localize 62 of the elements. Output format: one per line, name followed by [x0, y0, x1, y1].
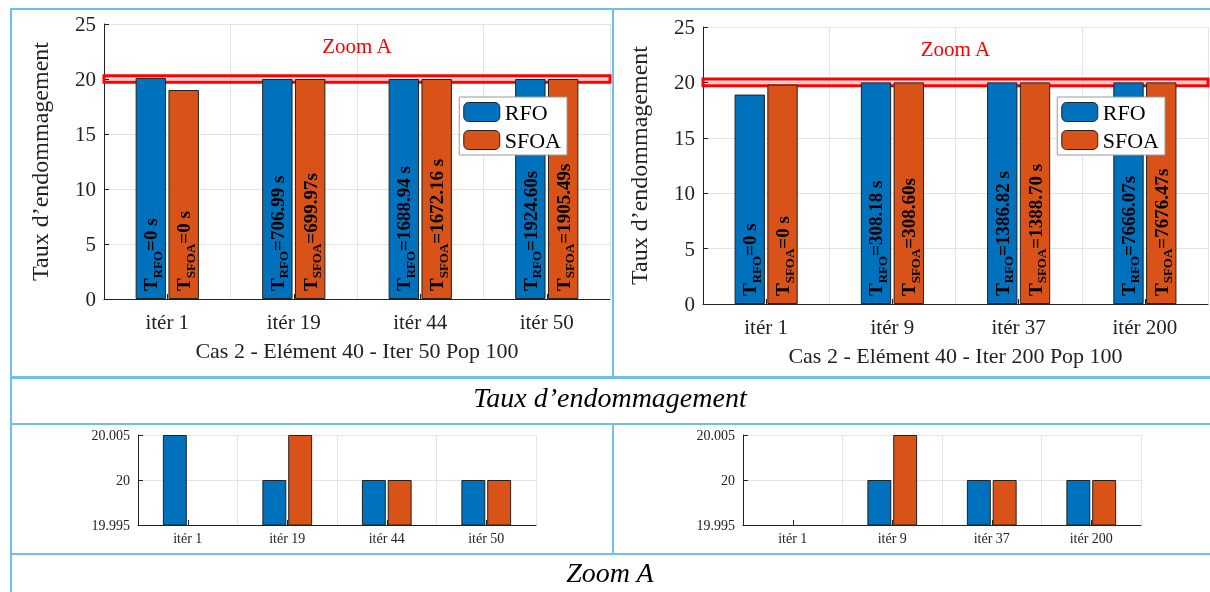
x-tick-label: itér 44	[368, 530, 405, 546]
x-axis-title: Cas 2 - Elément 40 - Iter 200 Pop 100	[788, 342, 1123, 368]
y-axis-title: Taux d’endommagement	[27, 41, 53, 281]
y-tick-label: 19.995	[91, 517, 130, 533]
x-tick-label: itér 44	[393, 309, 448, 334]
x-tick-label: itér 50	[519, 309, 574, 334]
annotation: TRFO=0 s	[739, 223, 764, 296]
legend-label: RFO	[504, 99, 548, 125]
x-tick-label: itér 19	[269, 530, 306, 546]
x-tick-label: itér 1	[744, 314, 788, 339]
legend-label: RFO	[1102, 99, 1146, 125]
annotation: TSFOA=1388.70 s	[1024, 163, 1050, 296]
annotation: TSFOA=7676.47s	[1150, 168, 1176, 296]
x-tick-label: itér 50	[468, 530, 505, 546]
x-tick-label: itér 9	[870, 314, 915, 339]
x-tick-label: itér 37	[991, 314, 1046, 339]
annotation: TRFO=706.99 s	[266, 175, 292, 291]
band-label: Zoom A	[920, 37, 992, 62]
y-tick-label: 15	[674, 125, 695, 150]
x-tick-label: itér 200	[1112, 314, 1178, 339]
annotation: TSFOA=308.60s	[898, 178, 923, 296]
annotation: TSFOA=1672.16 s	[426, 158, 451, 291]
y-axis-title: Taux d’endommagement	[626, 45, 652, 285]
y-tick-label: 5	[85, 232, 96, 256]
y-tick-label: 25	[674, 15, 695, 39]
y-tick-label: 15	[75, 122, 96, 146]
legend-label: SFOA	[504, 127, 562, 153]
y-tick-label: 5	[684, 236, 695, 261]
annotation: TSFOA=0 s	[772, 216, 797, 296]
band-label: Zoom A	[322, 33, 393, 58]
annotation: TSFOA=1905.49s	[552, 163, 578, 291]
x-tick-label: itér 1	[778, 530, 808, 546]
y-tick-label: 20	[116, 472, 130, 488]
x-tick-label: itér 9	[877, 530, 907, 546]
y-tick-label: 20	[721, 472, 735, 488]
x-tick-label: itér 1	[173, 530, 203, 546]
annotation: TSFOA=699.97s	[299, 173, 325, 291]
x-tick-label: itér 37	[973, 530, 1010, 546]
y-tick-label: 20	[75, 67, 96, 91]
y-tick-label: 20.005	[91, 427, 130, 443]
annotation: TRFO=308.18 s	[865, 180, 890, 296]
annotation: TSFOA=0 s	[173, 211, 198, 291]
annotation: TRFO=1688.94 s	[393, 166, 418, 291]
x-tick-label: itér 1	[145, 309, 190, 334]
y-tick-label: 0	[684, 292, 695, 316]
legend-label: SFOA	[1102, 127, 1160, 153]
y-tick-label: 10	[75, 177, 96, 201]
annotation: TRFO=1924.60s	[519, 170, 545, 291]
x-tick-label: itér 19	[266, 309, 321, 334]
y-tick-label: 20	[674, 70, 695, 95]
x-tick-label: itér 200	[1069, 530, 1113, 546]
y-tick-label: 20.005	[696, 427, 735, 443]
annotation: TRFO=0 s	[140, 218, 165, 291]
text: Zoom A	[565, 557, 655, 589]
y-tick-label: 19.995	[696, 517, 735, 533]
annotation: TRFO=1386.82 s	[991, 171, 1017, 296]
y-tick-label: 0	[85, 287, 96, 311]
x-axis-title: Cas 2 - Elément 40 - Iter 50 Pop 100	[195, 337, 519, 363]
y-tick-label: 10	[674, 181, 695, 206]
y-tick-label: 25	[75, 12, 96, 36]
text: Taux d’endommagement	[472, 382, 749, 414]
annotation: TRFO=7666.07s	[1117, 175, 1143, 296]
